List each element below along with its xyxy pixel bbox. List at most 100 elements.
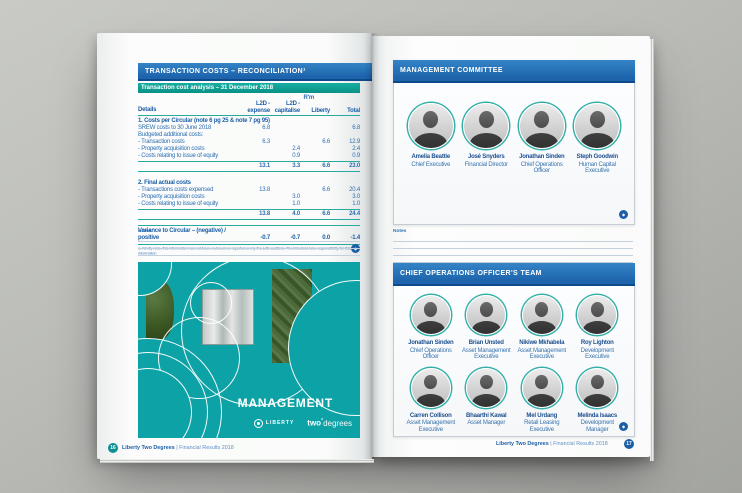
portrait-photo <box>521 295 562 335</box>
book-fold <box>364 33 380 459</box>
member-card: Melinda Isaacs Development Manager <box>570 367 626 434</box>
table-row: SREW costs to 30 June 2018 6.8 6.8 <box>138 125 360 131</box>
table-title-bar: Transaction cost analysis – 31 December … <box>138 83 360 93</box>
section2-subtotal-row: 13.8 4.0 6.6 24.4 <box>138 209 360 220</box>
member-title: Chief Operations Officer <box>409 347 452 361</box>
member-title: Chief Executive <box>411 161 451 168</box>
member-name: Roy Lighton <box>580 340 614 346</box>
notes-ruled-line <box>138 249 360 256</box>
member-title: Chief Operations Officer <box>520 161 563 175</box>
member-name: Bhaarthi Kawal <box>465 412 507 419</box>
brand-logos: LIBERTY two°degrees <box>253 418 352 428</box>
table-row: - Costs relating to issue of equity 0.9 … <box>138 153 360 159</box>
member-card: Mel Urdang Retail Leasing Executive <box>514 367 570 434</box>
liberty-emblem-icon <box>253 418 263 428</box>
member-name: Jonathan Sinden <box>408 340 454 346</box>
l2d-diamond-icon: ◆ <box>619 422 628 431</box>
col-l2d-capitalise: L2D - capitalise <box>274 101 301 114</box>
management-committee-box: MANAGEMENT COMMITTEE Amelia Beattie Chie… <box>393 60 635 225</box>
table-row: - Property acquisition costs 2.4 2.4 <box>138 146 360 152</box>
footer-text: Liberty Two Degrees | Financial Results … <box>122 445 234 451</box>
member-card: Brian Unsted Asset Management Executive <box>459 295 515 361</box>
member-title: Human Capital Executive <box>578 161 616 175</box>
management-section-cover: MANAGEMENT LIBERTY two°degrees <box>138 262 360 438</box>
member-name: Nikiwe Mkhabela <box>519 340 565 346</box>
notes-ruled-line <box>393 242 633 249</box>
coo-team-box: CHIEF OPERATIONS OFFICER'S TEAM Jonathan… <box>393 263 635 437</box>
section2-heading: 2. Final actual costs <box>138 180 191 186</box>
right-page-footer: Liberty Two Degrees | Financial Results … <box>496 439 634 449</box>
member-title: Development Executive <box>580 347 614 361</box>
portrait-photo <box>410 295 451 335</box>
member-title: Asset Management Executive <box>462 347 511 361</box>
member-card: José Snyders Financial Director <box>459 103 515 175</box>
table-row: - Transactions costs expensed 13.8 6.6 2… <box>138 187 360 193</box>
notes-ruled-line <box>393 256 633 263</box>
member-title: Asset Management Executive <box>406 420 456 433</box>
member-title: Asset Manager <box>467 420 506 426</box>
committee-members: Amelia Beattie Chief Executive José Snyd… <box>394 83 634 175</box>
notes-ruled-line <box>393 235 633 242</box>
table-spacer <box>138 172 360 178</box>
portrait-photo <box>521 367 562 408</box>
liberty-logo: LIBERTY <box>253 418 294 428</box>
team-row-1: Jonathan Sinden Chief Operations Officer… <box>394 286 634 361</box>
committee-title-bar: MANAGEMENT COMMITTEE <box>393 60 635 83</box>
portrait-photo <box>410 367 451 408</box>
left-page-footer: 16 Liberty Two Degrees | Financial Resul… <box>108 443 246 453</box>
member-name: Amelia Beattie <box>411 154 451 160</box>
table-unit-label: R'm <box>303 95 315 101</box>
portrait-photo <box>577 295 618 335</box>
member-name: Carren Collison <box>409 412 452 419</box>
left-page-title-bar: TRANSACTION COSTS – RECONCILIATION¹ <box>138 63 374 81</box>
cover-title: MANAGEMENT <box>237 396 333 410</box>
transaction-cost-table: Transaction cost analysis – 31 December … <box>138 83 360 261</box>
table-row: Budgeted additional costs: <box>138 132 204 138</box>
member-title: Asset Management Executive <box>517 347 567 361</box>
col-details: Details <box>138 107 157 113</box>
left-page-title: TRANSACTION COSTS – RECONCILIATION¹ <box>145 67 306 75</box>
portrait-photo <box>466 367 507 408</box>
member-card: Carren Collison Asset Management Executi… <box>403 367 459 434</box>
variance-row: Variance to Circular – (negative) / posi… <box>138 225 360 245</box>
member-card: Amelia Beattie Chief Executive <box>403 103 459 175</box>
page-number-badge: 16 <box>108 443 118 453</box>
member-name: Melinda Isaacs <box>577 412 618 419</box>
member-card: Jonathan Sinden Chief Operations Officer <box>403 295 459 361</box>
member-name: Brian Unsted <box>468 340 504 346</box>
member-name: Jonathan Sinden <box>519 154 565 160</box>
member-card: Roy Lighton Development Executive <box>570 295 626 361</box>
member-card: Nikiwe Mkhabela Asset Management Executi… <box>514 295 570 361</box>
portrait-photo <box>463 103 510 149</box>
portrait-photo <box>577 367 618 408</box>
member-title: Development Manager <box>580 420 614 433</box>
section1-heading: 1. Costs per Circular (note 6 pg 25 & no… <box>138 118 270 124</box>
circle-graphic <box>190 282 232 324</box>
notes-section: Notes <box>393 229 633 263</box>
notes-label: Notes <box>138 229 152 234</box>
section1-subtotal-row: 13.1 3.3 6.6 23.0 <box>138 161 360 172</box>
coo-team-title-bar: CHIEF OPERATIONS OFFICER'S TEAM <box>393 263 635 286</box>
member-name: José Snyders <box>467 154 505 160</box>
col-l2d-expense: L2D - expense <box>247 101 270 114</box>
member-card: Jonathan Sinden Chief Operations Officer <box>514 103 570 175</box>
left-page: TRANSACTION COSTS – RECONCILIATION¹ Tran… <box>97 33 374 463</box>
two-degrees-logo: two°degrees <box>307 418 352 428</box>
table-row: - Property acquisition costs 3.0 3.0 <box>138 194 360 200</box>
portrait-photo <box>518 103 565 149</box>
team-row-2: Carren Collison Asset Management Executi… <box>394 361 634 434</box>
portrait-photo <box>407 103 454 149</box>
member-card: Bhaarthi Kawal Asset Manager <box>459 367 515 434</box>
table-footnote: 1. Kindly note, this information has not… <box>138 247 351 256</box>
notes-ruled-line <box>138 235 360 242</box>
table-row: - Costs relating to issue of equity 1.0 … <box>138 201 360 207</box>
member-title: Financial Director <box>464 161 508 168</box>
table-header-row: Details L2D - expense L2D - capitalise L… <box>138 101 360 116</box>
coo-team-title: CHIEF OPERATIONS OFFICER'S TEAM <box>400 270 542 277</box>
page-number-badge: 17 <box>624 439 634 449</box>
l2d-diamond-icon: ◆ <box>619 210 628 219</box>
portrait-photo <box>574 103 621 149</box>
member-card: Steph Goodwin Human Capital Executive <box>570 103 626 175</box>
col-liberty: Liberty <box>311 107 330 114</box>
